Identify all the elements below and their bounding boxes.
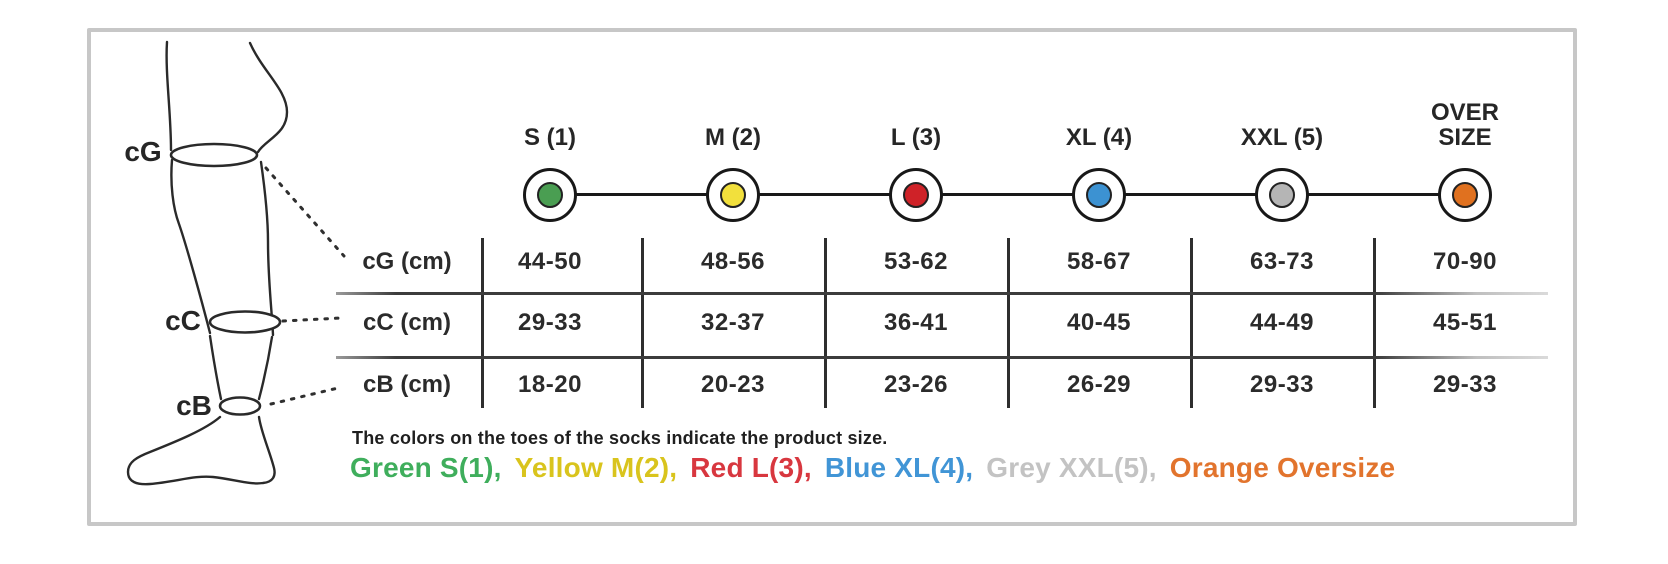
- size-connector-line: [550, 193, 1465, 196]
- column-divider: [1007, 238, 1010, 408]
- cell-cc-oversize: 45-51: [1433, 309, 1497, 336]
- column-divider: [824, 238, 827, 408]
- cell-cc-l: 36-41: [884, 309, 948, 336]
- orange-dot-icon: [1452, 182, 1478, 208]
- color-legend: Green S(1), Yellow M(2), Red L(3), Blue XL(…: [350, 452, 1408, 484]
- size-label: S (1): [523, 123, 576, 151]
- cell-cg-oversize: 70-90: [1433, 248, 1497, 275]
- size-dot-xl: [1072, 168, 1126, 222]
- size-dot-s: [523, 168, 577, 222]
- size-dot-xxl: [1255, 168, 1309, 222]
- pointer-cg: [264, 166, 346, 258]
- cell-cg-xxl: 63-73: [1250, 248, 1314, 275]
- legend-green: Green S(1),: [350, 452, 502, 483]
- column-divider: [1373, 238, 1376, 408]
- cell-cc-m: 32-37: [701, 309, 765, 336]
- leg-label-cg: cG: [124, 136, 162, 167]
- cell-cb-xl: 26-29: [1067, 371, 1131, 398]
- size-label: XL (4): [1065, 123, 1133, 151]
- red-dot-icon: [903, 182, 929, 208]
- grey-dot-icon: [1269, 182, 1295, 208]
- leg-diagram: [126, 40, 346, 486]
- cell-cg-m: 48-56: [701, 248, 765, 275]
- legend-yellow: Yellow M(2),: [514, 452, 678, 483]
- leg-label-cb: cB: [176, 390, 212, 421]
- size-header-xl: XL (4): [1029, 82, 1169, 150]
- size-label: M (2): [705, 123, 761, 151]
- pointer-cc: [281, 316, 343, 323]
- cell-cb-m: 20-23: [701, 371, 765, 398]
- legend-red: Red L(3),: [690, 452, 812, 483]
- cell-cc-s: 29-33: [518, 309, 582, 336]
- cell-cg-s: 44-50: [518, 248, 582, 275]
- size-header-xxl: XXL (5): [1212, 82, 1352, 150]
- pointer-cb: [269, 386, 340, 406]
- size-label: XXL (5): [1240, 123, 1324, 151]
- cell-cb-l: 23-26: [884, 371, 948, 398]
- size-dot-m: [706, 168, 760, 222]
- size-dot-oversize: [1438, 168, 1492, 222]
- cell-cb-s: 18-20: [518, 371, 582, 398]
- row-label-cg: cG (cm): [362, 248, 452, 275]
- cell-cg-xl: 58-67: [1067, 248, 1131, 275]
- size-dot-l: [889, 168, 943, 222]
- size-label: L (3): [890, 123, 942, 151]
- column-divider: [481, 238, 484, 408]
- green-dot-icon: [537, 182, 563, 208]
- column-divider: [641, 238, 644, 408]
- cell-cc-xxl: 44-49: [1250, 309, 1314, 336]
- chart-frame: [87, 28, 1577, 526]
- legend-grey: Grey XXL(5),: [986, 452, 1157, 483]
- row-label-cb: cB (cm): [362, 371, 452, 398]
- row-label-cc: cC (cm): [362, 309, 452, 336]
- yellow-dot-icon: [720, 182, 746, 208]
- cell-cb-oversize: 29-33: [1433, 371, 1497, 398]
- legend-blue: Blue XL(4),: [824, 452, 974, 483]
- legend-orange: Orange Oversize: [1169, 452, 1396, 483]
- column-divider: [1190, 238, 1193, 408]
- row-divider: [336, 292, 1548, 295]
- leg-label-cc: cC: [165, 305, 201, 336]
- row-divider: [336, 356, 1548, 359]
- size-header-l: L (3): [846, 82, 986, 150]
- size-label: OVER SIZE: [1430, 98, 1499, 151]
- color-note: The colors on the toes of the socks indi…: [352, 428, 888, 448]
- blue-dot-icon: [1086, 182, 1112, 208]
- size-header-m: M (2): [663, 82, 803, 150]
- size-header-s: S (1): [480, 82, 620, 150]
- size-header-oversize: OVER SIZE: [1395, 82, 1535, 150]
- cell-cg-l: 53-62: [884, 248, 948, 275]
- cell-cb-xxl: 29-33: [1250, 371, 1314, 398]
- cell-cc-xl: 40-45: [1067, 309, 1131, 336]
